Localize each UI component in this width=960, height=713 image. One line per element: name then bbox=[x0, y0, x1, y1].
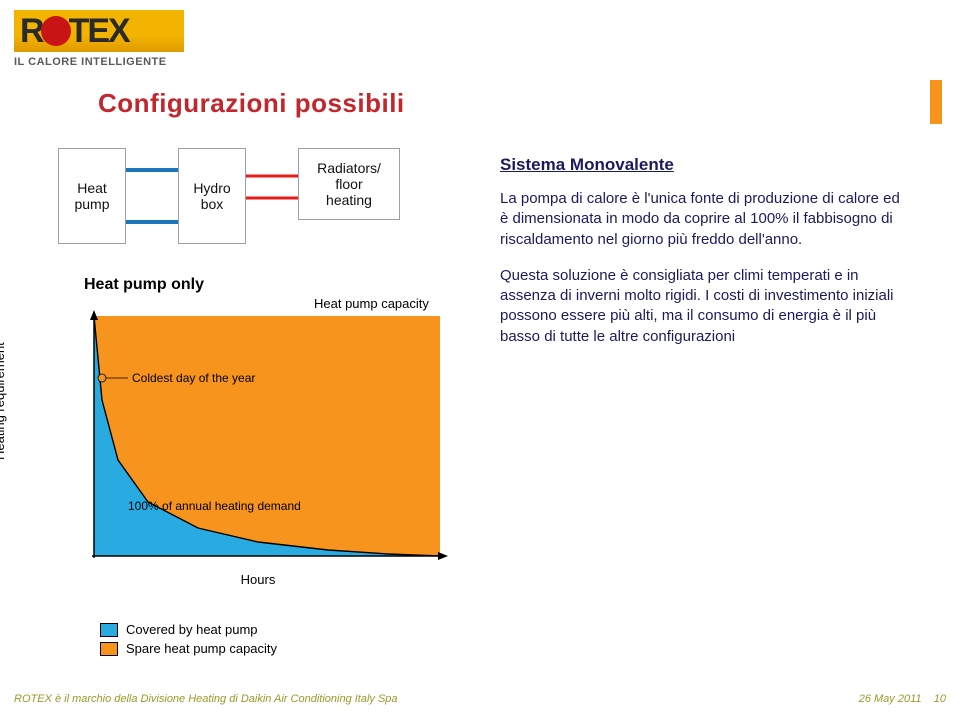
content-subtitle: Sistema Monovalente bbox=[500, 155, 910, 175]
page-title: Configurazioni possibili bbox=[98, 88, 405, 119]
legend-swatch-icon bbox=[100, 623, 118, 637]
brand-logo: R TEX IL CALORE INTELLIGENTE bbox=[14, 10, 184, 68]
accent-block bbox=[930, 80, 942, 124]
footer-left: ROTEX è il marchio della Divisione Heati… bbox=[14, 693, 398, 705]
content-text-block: Sistema Monovalente La pompa di calore è… bbox=[500, 155, 910, 363]
chart-legend: Covered by heat pump Spare heat pump cap… bbox=[100, 622, 277, 660]
brand-letter-o-icon bbox=[41, 16, 71, 46]
diagram-caption-bold: Heat pump only bbox=[84, 276, 204, 294]
legend-item: Covered by heat pump bbox=[100, 622, 277, 637]
brand-letters-tex: TEX bbox=[69, 12, 129, 51]
footer-date: 26 May 2011 bbox=[859, 693, 922, 705]
content-paragraph: Questa soluzione è consigliata per climi… bbox=[500, 266, 910, 347]
diagram-box-hydro-box: Hydro box bbox=[178, 148, 246, 244]
chart-annotation-100pct: 100% of annual heating demand bbox=[128, 499, 301, 513]
page-footer: ROTEX è il marchio della Divisione Heati… bbox=[14, 693, 946, 705]
content-paragraph: La pompa di calore è l'unica fonte di pr… bbox=[500, 189, 910, 250]
legend-label: Covered by heat pump bbox=[126, 622, 258, 637]
legend-swatch-icon bbox=[100, 642, 118, 656]
system-diagram: Heat pump Hydro box Radiators/ floor hea… bbox=[58, 148, 438, 278]
diagram-caption-right: Heat pump capacity bbox=[314, 296, 429, 311]
heating-chart: Coldest day of the year 100% of annual h… bbox=[58, 310, 453, 610]
legend-item: Spare heat pump capacity bbox=[100, 641, 277, 656]
chart-xlabel: Hours bbox=[241, 572, 276, 587]
chart-annotation-coldest: Coldest day of the year bbox=[132, 371, 255, 385]
brand-logo-bar: R TEX bbox=[14, 10, 184, 52]
diagram-box-radiators: Radiators/ floor heating bbox=[298, 148, 400, 220]
diagram-box-heat-pump: Heat pump bbox=[58, 148, 126, 244]
brand-letter-r: R bbox=[20, 12, 43, 51]
brand-tagline: IL CALORE INTELLIGENTE bbox=[14, 56, 184, 68]
footer-page: 10 bbox=[934, 693, 946, 705]
legend-label: Spare heat pump capacity bbox=[126, 641, 277, 656]
footer-right: 26 May 2011 10 bbox=[859, 693, 946, 705]
chart-ylabel: Heating requirement bbox=[0, 342, 7, 460]
